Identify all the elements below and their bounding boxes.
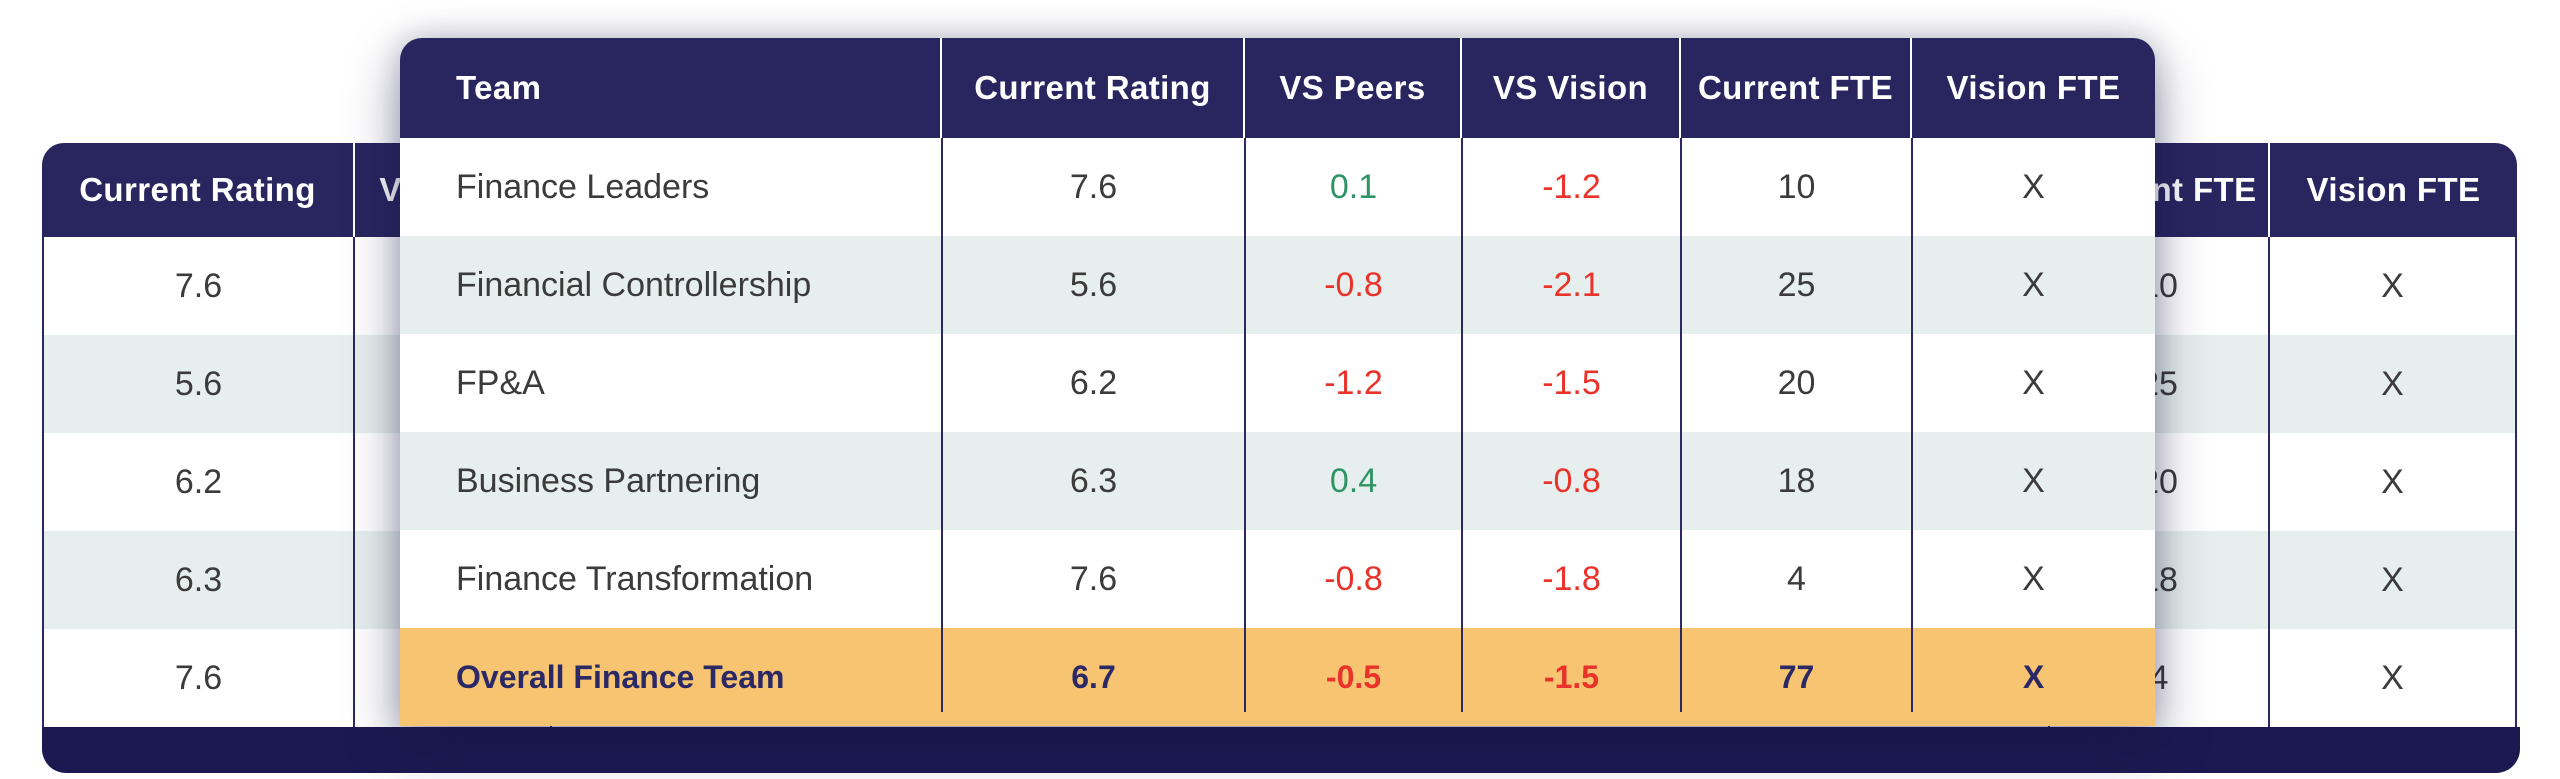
column-header-vs-vision: VS Vision <box>1462 38 1681 138</box>
table-row: Finance Transformation 7.6 -0.8 -1.8 4 X <box>400 530 2155 628</box>
cell-vision-fte: X <box>2022 265 2045 304</box>
cell-team: FP&A <box>456 363 545 402</box>
cell-vs-vision: -1.8 <box>1542 559 1601 598</box>
cell-current-fte: 77 <box>1778 658 1815 695</box>
cell-vision-fte: X <box>2022 167 2045 206</box>
cell-team: Financial Controllership <box>456 265 812 304</box>
cell-vision-fte: X <box>2022 363 2045 402</box>
cell-vision-fte: X <box>2381 560 2404 599</box>
column-header-vision-fte: Vision FTE <box>1946 69 2121 106</box>
cell-vision-fte: X <box>2022 658 2045 695</box>
column-divider <box>941 138 943 712</box>
cell-team: Finance Leaders <box>456 167 710 206</box>
cell-current-fte: 4 <box>1787 559 1806 598</box>
cell-vs-vision: -1.5 <box>1542 363 1601 402</box>
cell-vs-vision: -1.2 <box>1542 167 1601 206</box>
cell-team: Business Partnering <box>456 461 761 500</box>
column-header-current-rating: Current Rating <box>42 143 355 237</box>
cell-vision-fte: X <box>2381 266 2404 305</box>
column-header-current-rating: Current Rating <box>942 38 1245 138</box>
cell-current-rating: 7.6 <box>44 629 355 727</box>
cell-vs-vision: -2.1 <box>1542 265 1601 304</box>
cell-current-rating: 7.6 <box>1069 167 1118 206</box>
cell-current-rating: 7.6 <box>1069 559 1118 598</box>
column-divider <box>1244 138 1246 712</box>
column-header-current-fte: Current FTE <box>1681 38 1912 138</box>
cell-current-fte: 10 <box>1777 167 1816 206</box>
column-header-vs-peers: VS Peers <box>1245 38 1462 138</box>
cell-vision-fte: X <box>2022 461 2045 500</box>
table-header: Team Current Rating VS Peers VS Vision C… <box>400 38 2155 138</box>
cell-vision-fte: X <box>2381 658 2404 697</box>
column-header-team: Team <box>400 38 942 138</box>
cell-current-fte: 20 <box>1777 363 1816 402</box>
table-row: Finance Leaders 7.6 0.1 -1.2 10 X <box>400 138 2155 236</box>
column-divider <box>1680 138 1682 712</box>
cell-team: Finance Transformation <box>456 559 814 598</box>
cell-current-rating: 6.3 <box>44 531 355 629</box>
cell-current-rating: 6.2 <box>1069 363 1118 402</box>
cell-current-rating: 5.6 <box>44 335 355 433</box>
cell-vision-fte: X <box>2381 364 2404 403</box>
cell-vs-peers: -0.8 <box>1324 265 1383 304</box>
cell-vision-fte: X <box>2022 559 2045 598</box>
column-divider <box>1461 138 1463 712</box>
cell-vs-vision: -1.5 <box>1543 658 1600 695</box>
cell-team: Overall Finance Team <box>456 658 785 695</box>
cell-current-fte: 25 <box>1777 265 1816 304</box>
table-row: Business Partnering 6.3 0.4 -0.8 18 X <box>400 432 2155 530</box>
table-row: Financial Controllership 5.6 -0.8 -2.1 2… <box>400 236 2155 334</box>
cell-vs-peers: 0.4 <box>1329 461 1378 500</box>
cell-vs-peers: 0.1 <box>1329 167 1378 206</box>
bottom-strip <box>42 727 2520 773</box>
cell-vs-peers: -0.5 <box>1325 658 1382 695</box>
cell-vs-peers: -1.2 <box>1324 363 1383 402</box>
column-divider <box>1911 138 1913 712</box>
team-ratings-table: Team Current Rating VS Peers VS Vision C… <box>400 38 2155 726</box>
cell-current-rating: 6.3 <box>1069 461 1118 500</box>
cell-vs-peers: -0.8 <box>1324 559 1383 598</box>
cell-current-rating: 6.7 <box>1071 658 1116 695</box>
cell-vision-fte: X <box>2381 462 2404 501</box>
cell-vs-vision: -0.8 <box>1542 461 1601 500</box>
cell-current-rating: 7.6 <box>44 237 355 335</box>
cell-current-rating: 5.6 <box>1069 265 1118 304</box>
cell-current-fte: 18 <box>1777 461 1816 500</box>
table-row: FP&A 6.2 -1.2 -1.5 20 X <box>400 334 2155 432</box>
column-header-vision-fte: Vision FTE <box>2306 171 2481 208</box>
cell-current-rating: 6.2 <box>44 433 355 531</box>
total-row: Overall Finance Team 6.7 -0.5 -1.5 77 X <box>400 628 2155 726</box>
